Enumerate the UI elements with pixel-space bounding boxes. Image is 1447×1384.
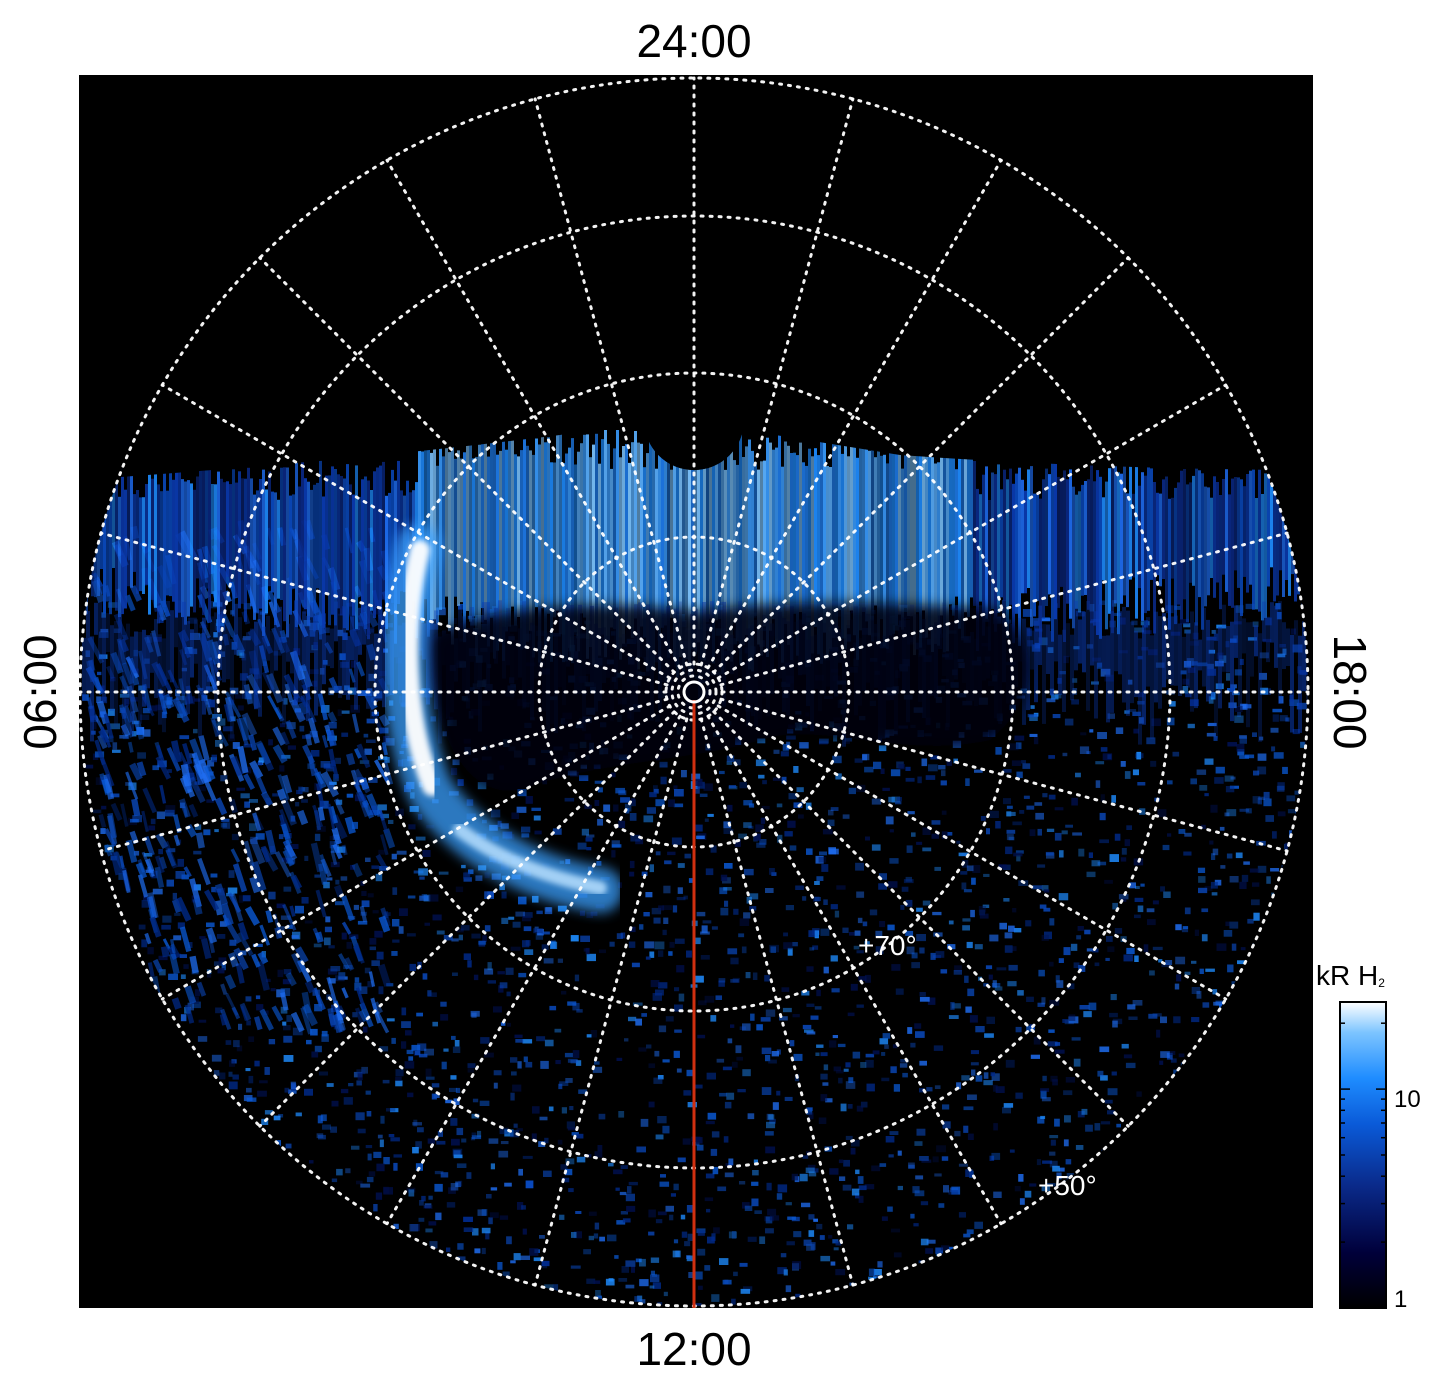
longitude-meridian (258, 256, 676, 674)
polar-cap-dark-region (430, 602, 1029, 791)
local-time-label-bottom: 12:00 (636, 1323, 752, 1375)
longitude-meridian (99, 697, 669, 853)
longitude-meridian (99, 531, 669, 687)
colorbar-tick-label-1: 1 (1394, 1286, 1408, 1313)
colorbar-title-subscript: 2 (1378, 976, 1385, 990)
longitude-meridian (719, 697, 1289, 853)
longitude-meridian (706, 714, 1003, 1226)
no-data-region-top (80, 78, 1308, 480)
longitude-meridian (706, 158, 1003, 670)
longitude-meridian (160, 704, 672, 1001)
colorbar-title-text: kR H (1316, 960, 1379, 991)
local-time-label-left: 06:00 (14, 634, 66, 750)
longitude-meridian (385, 714, 682, 1226)
longitude-meridian (716, 704, 1228, 1001)
colorbar-tick-label-10: 10 (1394, 1086, 1421, 1113)
local-time-label-top: 24:00 (636, 15, 752, 67)
longitude-meridian (160, 383, 672, 680)
colorbar-ticks (1340, 1022, 1386, 1309)
longitude-meridian (699, 97, 855, 667)
pole-marker (682, 680, 706, 704)
longitude-meridian (719, 531, 1289, 687)
longitude-meridian (533, 717, 689, 1287)
pole-ring (676, 674, 712, 710)
colorbar-gradient (1339, 1001, 1387, 1309)
pole-ring (670, 668, 718, 716)
local-time-label-right: 18:00 (1324, 634, 1376, 750)
dawn-auroral-arc-core (398, 540, 442, 796)
colorbar (1339, 1001, 1387, 1309)
dawn-auroral-arc-tail (453, 823, 607, 895)
longitude-meridian (533, 97, 689, 667)
background-noise-pixels (82, 519, 1308, 1306)
longitude-meridian (712, 256, 1130, 674)
longitude-meridian (385, 158, 682, 670)
longitude-meridian (712, 710, 1130, 1128)
longitude-meridian (716, 383, 1228, 680)
latitude-label-50: +50° (1038, 1170, 1097, 1201)
colorbar-title: kR H2 (1316, 962, 1385, 990)
longitude-meridian (699, 717, 855, 1287)
latitude-label-70: +70° (858, 930, 917, 961)
longitude-meridian (258, 710, 676, 1128)
